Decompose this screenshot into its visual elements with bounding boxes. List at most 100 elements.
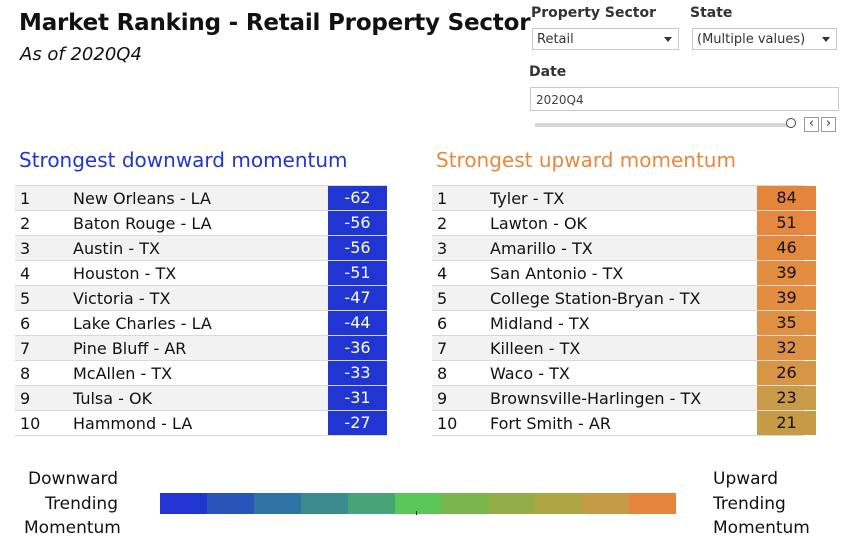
momentum-value-cell: -56 xyxy=(328,236,387,260)
market-name-cell: Fort Smith - AR xyxy=(490,414,611,433)
legend-right-line: Momentum xyxy=(713,518,810,538)
market-name-cell: Waco - TX xyxy=(490,364,570,383)
rank-cell: 3 xyxy=(20,239,31,258)
state-dropdown[interactable]: (Multiple values) xyxy=(692,28,837,50)
date-label: Date xyxy=(529,64,567,80)
previous-date-button[interactable]: ‹ xyxy=(804,117,819,132)
momentum-value-cell: 84 xyxy=(757,186,816,210)
date-slider-track[interactable] xyxy=(535,123,793,127)
momentum-value-cell: 32 xyxy=(757,336,816,360)
scale-center-tick xyxy=(416,511,417,515)
table-row[interactable]: 4 Houston - TX -51 xyxy=(15,260,387,285)
market-name-cell: Hammond - LA xyxy=(73,414,193,433)
downward-table: 1 New Orleans - LA -62 2 Baton Rouge - LA -56… xyxy=(15,185,387,436)
table-row[interactable]: 8 McAllen - TX -33 xyxy=(15,360,387,385)
rank-cell: 1 xyxy=(437,189,448,208)
market-name-cell: Midland - TX xyxy=(490,314,590,333)
upward-heading: Strongest upward momentum xyxy=(436,148,736,172)
market-name-cell: College Station-Bryan - TX xyxy=(490,289,701,308)
market-name-cell: Tulsa - OK xyxy=(73,389,153,408)
legend-left-line: Downward xyxy=(28,469,118,489)
table-row[interactable]: 7 Pine Bluff - AR -36 xyxy=(15,335,387,360)
market-name-cell: Austin - TX xyxy=(73,239,160,258)
momentum-value-cell: -44 xyxy=(328,311,387,335)
table-bottom-border xyxy=(15,435,387,436)
scale-swatch xyxy=(206,493,254,514)
rank-cell: 7 xyxy=(437,339,448,358)
table-row[interactable]: 8 Waco - TX 26 xyxy=(432,360,816,385)
legend-left: Downward Trending Momentum xyxy=(24,467,121,541)
scale-swatch xyxy=(629,493,676,514)
momentum-value-cell: 39 xyxy=(757,286,816,310)
legend-right-line: Trending xyxy=(713,493,786,514)
market-name-cell: Killeen - TX xyxy=(490,339,581,358)
scale-swatch xyxy=(300,493,348,514)
scale-swatch xyxy=(160,493,207,514)
rank-cell: 7 xyxy=(20,339,31,358)
momentum-value-cell: -47 xyxy=(328,286,387,310)
rank-cell: 8 xyxy=(437,364,448,383)
table-row[interactable]: 9 Tulsa - OK -31 xyxy=(15,385,387,410)
table-row[interactable]: 2 Baton Rouge - LA -56 xyxy=(15,210,387,235)
table-row[interactable]: 6 Lake Charles - LA -44 xyxy=(15,310,387,335)
table-row[interactable]: 3 Austin - TX -56 xyxy=(15,235,387,260)
momentum-value-cell: 26 xyxy=(757,361,816,385)
page-title: Market Ranking - Retail Property Sector xyxy=(19,10,531,36)
state-value: (Multiple values) xyxy=(697,32,806,47)
momentum-value-cell: -56 xyxy=(328,211,387,235)
table-row[interactable]: 1 Tyler - TX 84 xyxy=(432,185,816,210)
date-slider-thumb[interactable] xyxy=(786,118,796,128)
rank-cell: 3 xyxy=(437,239,448,258)
momentum-value-cell: -33 xyxy=(328,361,387,385)
rank-cell: 5 xyxy=(20,289,31,308)
momentum-value-cell: 35 xyxy=(757,311,816,335)
table-row[interactable]: 10 Fort Smith - AR 21 xyxy=(432,410,816,435)
legend-left-line: Momentum xyxy=(24,518,121,538)
table-row[interactable]: 6 Midland - TX 35 xyxy=(432,310,816,335)
chevron-down-icon xyxy=(822,37,830,42)
rank-cell: 6 xyxy=(20,314,31,333)
rank-cell: 9 xyxy=(437,389,448,408)
momentum-value-cell: 23 xyxy=(757,386,816,410)
table-row[interactable]: 2 Lawton - OK 51 xyxy=(432,210,816,235)
page-subtitle: As of 2020Q4 xyxy=(20,44,142,65)
table-bottom-border xyxy=(432,435,804,436)
table-row[interactable]: 1 New Orleans - LA -62 xyxy=(15,185,387,210)
market-name-cell: Tyler - TX xyxy=(490,189,565,208)
market-name-cell: Lake Charles - LA xyxy=(73,314,212,333)
table-row[interactable]: 7 Killeen - TX 32 xyxy=(432,335,816,360)
scale-swatch xyxy=(253,493,301,514)
rank-cell: 5 xyxy=(437,289,448,308)
rank-cell: 6 xyxy=(437,314,448,333)
momentum-value-cell: 21 xyxy=(757,411,816,435)
table-row[interactable]: 4 San Antonio - TX 39 xyxy=(432,260,816,285)
legend-right-line: Upward xyxy=(713,469,779,489)
rank-cell: 2 xyxy=(437,214,448,233)
market-name-cell: Pine Bluff - AR xyxy=(73,339,187,358)
table-row[interactable]: 10 Hammond - LA -27 xyxy=(15,410,387,435)
table-row[interactable]: 3 Amarillo - TX 46 xyxy=(432,235,816,260)
market-name-cell: Brownsville-Harlingen - TX xyxy=(490,389,702,408)
table-row[interactable]: 9 Brownsville-Harlingen - TX 23 xyxy=(432,385,816,410)
scale-swatch xyxy=(441,493,489,514)
legend-right: Upward Trending Momentum xyxy=(713,467,810,541)
date-input[interactable]: 2020Q4 xyxy=(530,87,839,111)
momentum-value-cell: 39 xyxy=(757,261,816,285)
market-name-cell: Victoria - TX xyxy=(73,289,171,308)
scale-swatch xyxy=(394,493,442,514)
legend-left-line: Trending xyxy=(45,493,118,514)
property-sector-dropdown[interactable]: Retail xyxy=(532,28,679,50)
table-row[interactable]: 5 Victoria - TX -47 xyxy=(15,285,387,310)
scale-swatch xyxy=(535,493,583,514)
market-name-cell: Amarillo - TX xyxy=(490,239,593,258)
scale-swatch xyxy=(347,493,395,514)
scale-swatch xyxy=(582,493,630,514)
state-label: State xyxy=(690,5,733,21)
table-row[interactable]: 5 College Station-Bryan - TX 39 xyxy=(432,285,816,310)
momentum-value-cell: -27 xyxy=(328,411,387,435)
next-date-button[interactable]: › xyxy=(821,117,836,132)
chevron-down-icon xyxy=(664,37,672,42)
scale-swatch xyxy=(488,493,536,514)
downward-heading: Strongest downward momentum xyxy=(19,148,348,172)
rank-cell: 4 xyxy=(437,264,448,283)
